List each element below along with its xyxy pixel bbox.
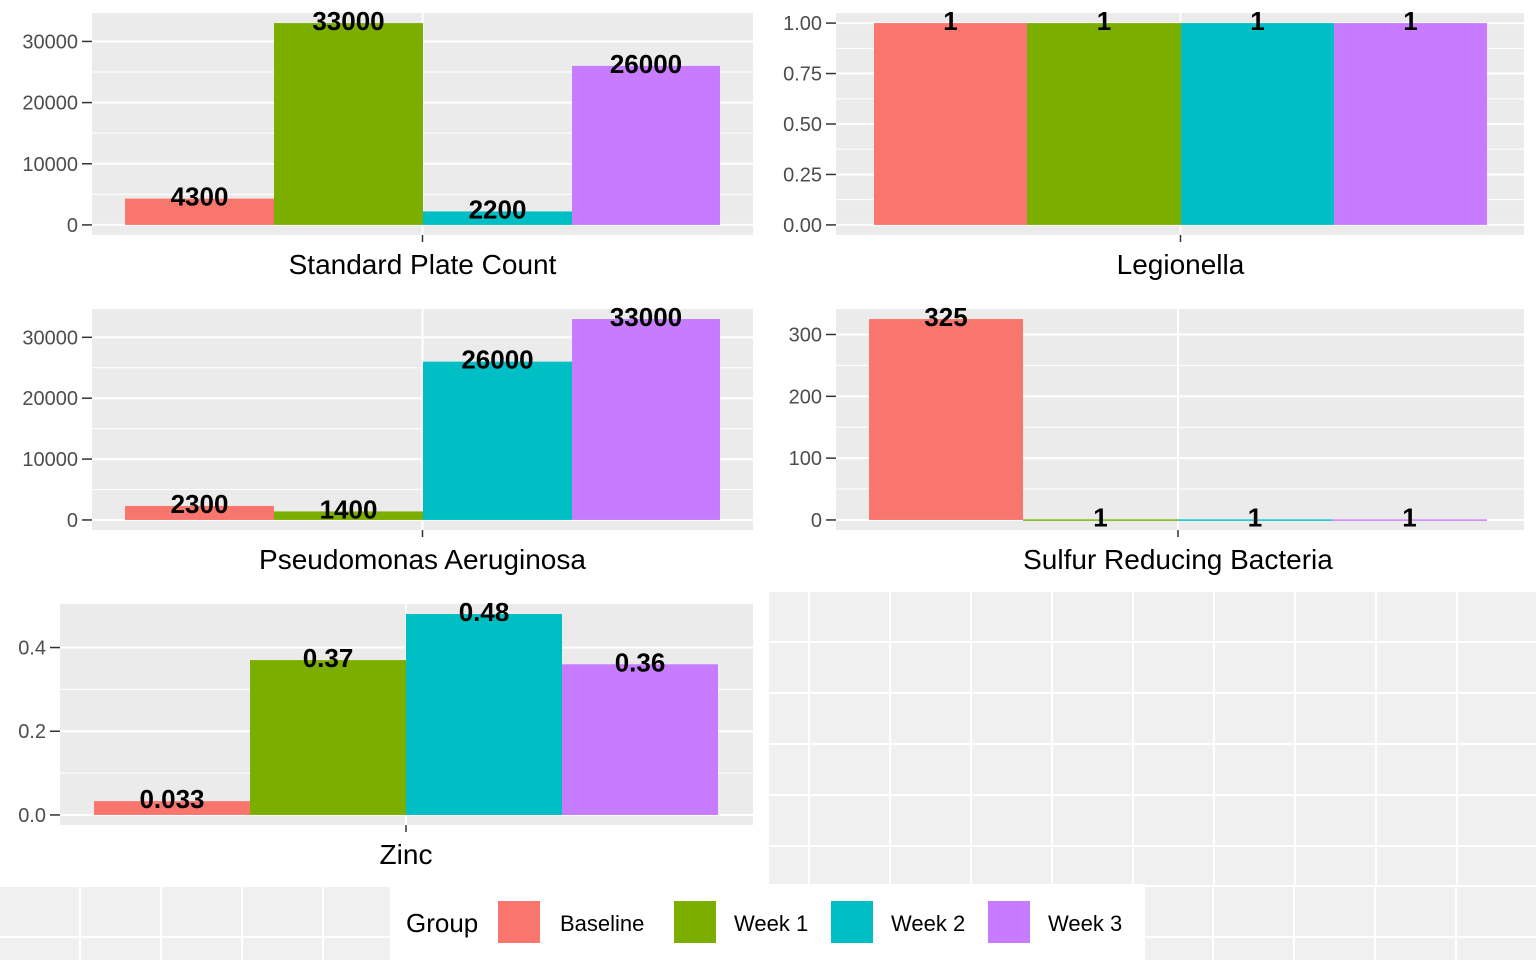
bar-baseline	[94, 801, 250, 815]
data-label: 1	[1097, 6, 1111, 36]
bar-week-3	[572, 319, 720, 520]
legend-key-week-2	[831, 901, 873, 943]
data-label: 1400	[320, 494, 378, 524]
bar-week-3	[572, 65, 720, 225]
data-label: 0.37	[303, 643, 354, 673]
chart-panel: 0.033 0.37 0.48 0.36 0.0 0.2 0.4 Zinc	[18, 597, 753, 870]
data-label: 1	[1402, 502, 1416, 532]
x-axis-label: Pseudomonas Aeruginosa	[259, 544, 586, 575]
y-tick-label: 0	[67, 215, 78, 237]
data-label: 1	[1093, 502, 1107, 532]
y-tick-label: 30000	[22, 327, 78, 349]
data-label: 33000	[610, 302, 682, 332]
bar-week-3	[562, 664, 718, 815]
bar-week-3	[1334, 23, 1487, 225]
y-tick-label: 10000	[22, 449, 78, 471]
data-label: 0.36	[615, 647, 666, 677]
legend-key-week-1	[674, 901, 716, 943]
y-tick-label: 100	[789, 448, 822, 470]
bar-baseline	[874, 23, 1027, 225]
y-tick-label: 0.25	[783, 164, 822, 186]
legend-key-week-3	[988, 901, 1030, 943]
data-label: 325	[924, 302, 967, 332]
y-tick-label: 300	[789, 325, 822, 347]
y-tick-label: 0.50	[783, 114, 822, 136]
bar-week-2	[423, 361, 572, 520]
x-axis-label: Standard Plate Count	[289, 249, 557, 280]
bar-week-3	[1332, 519, 1487, 521]
y-tick-label: 0.75	[783, 64, 822, 86]
y-tick-label: 0	[811, 510, 822, 532]
data-label: 26000	[610, 49, 682, 79]
bar-week-2	[406, 614, 562, 815]
legend-label-week-3: Week 3	[1048, 911, 1123, 936]
y-tick-label: 10000	[22, 154, 78, 176]
bar-baseline	[869, 319, 1023, 520]
y-tick-label: 0	[67, 510, 78, 532]
empty-grid-area	[769, 590, 1536, 885]
chart-panel: 2300 1400 26000 33000 0 10000 20000 30000 Pseudo…	[22, 302, 753, 575]
x-axis-label: Legionella	[1117, 249, 1245, 280]
faceted-bar-charts: 4300330002200260000100002000030000Standa…	[18, 6, 1524, 870]
y-tick-label: 0.00	[783, 215, 822, 237]
data-label: 2300	[171, 489, 229, 519]
data-label: 0.48	[459, 597, 510, 627]
x-axis-label: Sulfur Reducing Bacteria	[1023, 544, 1333, 575]
bar-week-2	[423, 211, 572, 225]
bar-week-1	[274, 23, 423, 225]
x-axis-label: Zinc	[380, 839, 433, 870]
bar-baseline	[125, 505, 274, 520]
empty-grid-area	[0, 885, 390, 960]
data-label: 1	[1248, 502, 1262, 532]
y-tick-label: 20000	[22, 93, 78, 115]
legend-key-baseline	[498, 901, 540, 943]
data-label: 2200	[469, 194, 527, 224]
y-tick-label: 30000	[22, 31, 78, 53]
y-tick-label: 0.4	[18, 638, 46, 660]
empty-grid-area	[1145, 885, 1536, 960]
bar-baseline	[125, 198, 274, 225]
bar-week-2	[1178, 519, 1332, 521]
legend-label-baseline: Baseline	[560, 911, 645, 936]
bar-week-1	[250, 660, 406, 815]
bar-week-1	[1023, 519, 1178, 521]
data-label: 1	[1403, 6, 1417, 36]
y-tick-label: 0.2	[18, 721, 46, 743]
chart-panel: 1 1 1 1 0.00 0.25 0.50 0.75 1.00 Legionella	[783, 6, 1524, 280]
y-tick-label: 1.00	[783, 13, 822, 35]
chart-panel: 325 1 1 1 0 100 200 300 Sulfur Reducing Bacteria	[789, 302, 1524, 575]
y-tick-label: 200	[789, 386, 822, 408]
bar-week-1	[274, 511, 423, 520]
data-label: 33000	[312, 6, 384, 36]
bar-week-1	[1027, 23, 1181, 225]
data-label: 4300	[171, 182, 229, 212]
data-label: 0.033	[139, 784, 204, 814]
chart-panel: 4300 33000 2200 26000 0 10000 20000 30000 Standa…	[22, 6, 753, 280]
data-label: 26000	[461, 345, 533, 375]
legend-label-week-1: Week 1	[734, 911, 809, 936]
data-label: 1	[1250, 6, 1264, 36]
legend: Group Baseline Week 1 Week 2 Week 3	[390, 884, 1145, 960]
bar-week-2	[1181, 23, 1334, 225]
legend-label-week-2: Week 2	[891, 911, 966, 936]
data-label: 1	[943, 6, 957, 36]
legend-title: Group	[406, 908, 479, 938]
y-tick-label: 20000	[22, 388, 78, 410]
y-tick-label: 0.0	[18, 805, 46, 827]
